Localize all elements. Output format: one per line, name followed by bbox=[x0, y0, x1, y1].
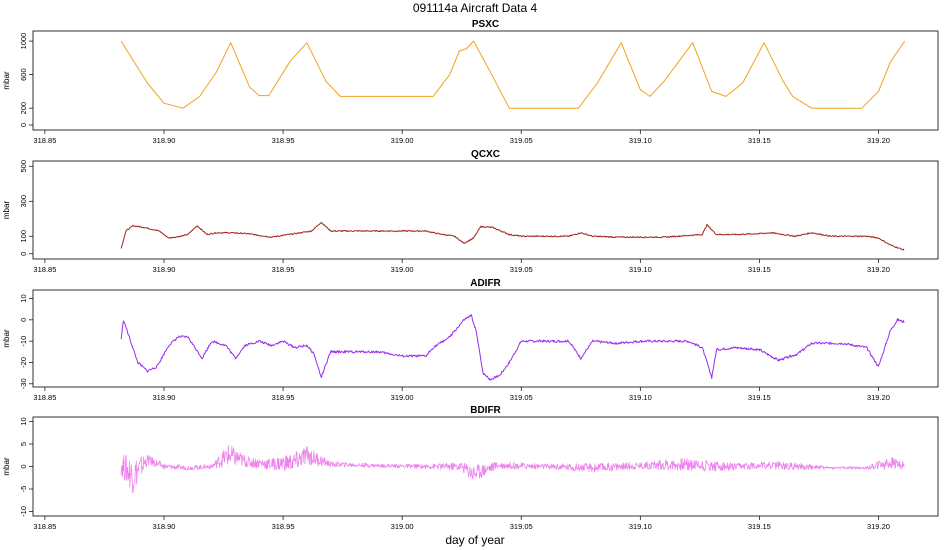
x-tick-label: 319.10 bbox=[629, 265, 652, 274]
y-tick-label: 5 bbox=[19, 442, 28, 446]
x-tick-label: 319.15 bbox=[748, 522, 771, 531]
plot-frame bbox=[32, 289, 939, 388]
x-tick-label: 319.05 bbox=[510, 393, 533, 402]
series-line-bdifr bbox=[120, 445, 905, 493]
y-tick-label: 0 bbox=[19, 252, 28, 256]
panel-title: PSXC bbox=[472, 19, 499, 30]
y-tick-label: 600 bbox=[19, 68, 28, 81]
x-tick-label: 319.10 bbox=[629, 393, 652, 402]
panel-title: BDIFR bbox=[470, 405, 501, 416]
series-line-qcxc bbox=[120, 221, 905, 251]
x-tick-label: 319.00 bbox=[391, 265, 414, 274]
y-tick-label: 100 bbox=[19, 230, 28, 243]
x-tick-label: 318.90 bbox=[153, 393, 176, 402]
y-tick-label: -20 bbox=[19, 357, 28, 368]
x-axis-label: day of year bbox=[445, 533, 504, 547]
x-tick-label: 318.90 bbox=[153, 136, 176, 145]
x-tick-label: 319.20 bbox=[867, 265, 890, 274]
panel-bdifr: BDIFR mbar -10 -5 0 5 10 318.85 318.90 318.95 319.… bbox=[2, 405, 939, 531]
y-axis-label: mbar bbox=[2, 329, 11, 348]
figure-title: 091114a Aircraft Data 4 bbox=[413, 1, 538, 15]
panel-title: QCXC bbox=[471, 149, 500, 160]
x-tick-label: 319.20 bbox=[867, 522, 890, 531]
y-axis-label: mbar bbox=[2, 457, 11, 476]
y-tick-label: 10 bbox=[19, 294, 28, 302]
x-tick-label: 318.85 bbox=[33, 265, 56, 274]
x-tick-label: 319.05 bbox=[510, 136, 533, 145]
x-tick-label: 318.95 bbox=[272, 136, 295, 145]
x-tick-label: 319.00 bbox=[391, 393, 414, 402]
x-tick-label: 319.00 bbox=[391, 136, 414, 145]
x-tick-label: 319.15 bbox=[748, 265, 771, 274]
x-tick-label: 318.85 bbox=[33, 136, 56, 145]
y-tick-label: 500 bbox=[19, 160, 28, 173]
series-line-adifr bbox=[120, 314, 905, 381]
x-tick-label: 319.10 bbox=[629, 136, 652, 145]
x-tick-label: 318.90 bbox=[153, 522, 176, 531]
y-axis-label: mbar bbox=[2, 71, 11, 90]
x-tick-label: 319.15 bbox=[748, 393, 771, 402]
series-line-psxc bbox=[120, 40, 906, 109]
plot-frame bbox=[32, 160, 939, 260]
y-tick-label: 1000 bbox=[19, 33, 28, 50]
panel-qcxc: QCXC mbar 0 100 300 500 318.85 318.90 318.95 319.… bbox=[2, 149, 939, 274]
plot-frame bbox=[32, 30, 939, 131]
panel-psxc: PSXC mbar 0 200 600 1000 318.85 318.90 318.95 319… bbox=[2, 19, 939, 145]
y-tick-label: 200 bbox=[19, 102, 28, 115]
y-tick-label: 0 bbox=[19, 464, 28, 468]
x-tick-label: 319.20 bbox=[867, 136, 890, 145]
x-tick-label: 319.20 bbox=[867, 393, 890, 402]
y-tick-label: -30 bbox=[19, 378, 28, 389]
panel-title: ADIFR bbox=[470, 278, 501, 289]
y-tick-label: -5 bbox=[19, 486, 28, 493]
y-tick-label: -10 bbox=[19, 336, 28, 347]
x-tick-label: 319.00 bbox=[391, 522, 414, 531]
y-tick-label: 0 bbox=[19, 318, 28, 322]
y-tick-label: 300 bbox=[19, 195, 28, 208]
panel-adifr: ADIFR mbar -30 -20 -10 0 10 318.85 318.90 318.95 3… bbox=[2, 278, 939, 402]
x-tick-label: 318.95 bbox=[272, 265, 295, 274]
x-tick-label: 318.85 bbox=[33, 393, 56, 402]
y-tick-label: -10 bbox=[19, 506, 28, 517]
x-tick-label: 318.85 bbox=[33, 522, 56, 531]
x-tick-label: 319.05 bbox=[510, 265, 533, 274]
x-tick-label: 318.95 bbox=[272, 393, 295, 402]
x-tick-label: 318.90 bbox=[153, 265, 176, 274]
x-tick-label: 319.15 bbox=[748, 136, 771, 145]
x-tick-label: 319.10 bbox=[629, 522, 652, 531]
y-tick-label: 0 bbox=[19, 123, 28, 127]
y-axis-label: mbar bbox=[2, 201, 11, 220]
x-tick-label: 319.05 bbox=[510, 522, 533, 531]
x-tick-label: 318.95 bbox=[272, 522, 295, 531]
y-tick-label: 10 bbox=[19, 417, 28, 425]
